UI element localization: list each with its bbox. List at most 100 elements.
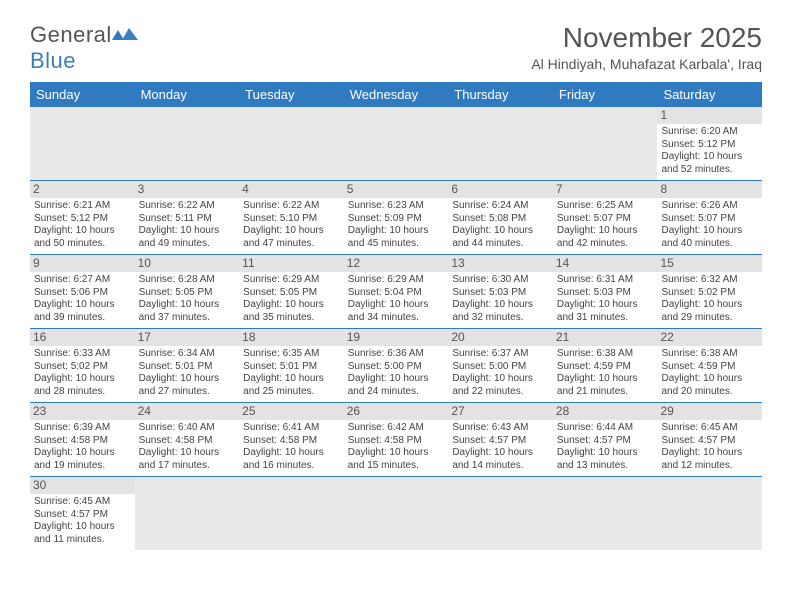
sunrise-text: Sunrise: 6:45 AM <box>34 496 131 509</box>
daylight-text: Daylight: 10 hours and 28 minutes. <box>34 373 131 398</box>
logo-text-1: General <box>30 22 112 47</box>
day-cell: 24 Sunrise: 6:40 AMSunset: 4:58 PMDayligh… <box>135 403 240 476</box>
sunset-text: Sunset: 5:01 PM <box>139 361 236 374</box>
day-cell: 27Sunrise: 6:43 AMSunset: 4:57 PMDayligh… <box>448 403 553 476</box>
daylight-text: Daylight: 10 hours and 45 minutes. <box>348 225 445 250</box>
sunset-text: Sunset: 5:04 PM <box>348 287 445 300</box>
day-number: 8 <box>657 181 762 198</box>
daylight-text: Daylight: 10 hours and 14 minutes. <box>452 447 549 472</box>
daylight-text: Daylight: 10 hours and 35 minutes. <box>243 299 340 324</box>
sunrise-text: Sunrise: 6:43 AM <box>452 422 549 435</box>
day-number: 1 <box>657 107 762 124</box>
daylight-text: Daylight: 10 hours and 44 minutes. <box>452 225 549 250</box>
sunset-text: Sunset: 4:58 PM <box>139 435 236 448</box>
flag-icon <box>112 22 138 47</box>
month-title: November 2025 <box>531 22 762 54</box>
sunrise-text: Sunrise: 6:44 AM <box>557 422 654 435</box>
logo-text: GeneralBlue <box>30 22 138 74</box>
sunset-text: Sunset: 5:05 PM <box>139 287 236 300</box>
sunrise-text: Sunrise: 6:42 AM <box>348 422 445 435</box>
daylight-text: Daylight: 10 hours and 40 minutes. <box>661 225 758 250</box>
sunset-text: Sunset: 5:01 PM <box>243 361 340 374</box>
daylight-text: Daylight: 10 hours and 15 minutes. <box>348 447 445 472</box>
day-header: Monday <box>135 82 240 107</box>
sunset-text: Sunset: 5:06 PM <box>34 287 131 300</box>
daylight-text: Daylight: 10 hours and 47 minutes. <box>243 225 340 250</box>
daylight-text: Daylight: 10 hours and 27 minutes. <box>139 373 236 398</box>
sunrise-text: Sunrise: 6:33 AM <box>34 348 131 361</box>
day-cell: 5Sunrise: 6:23 AMSunset: 5:09 PMDaylight… <box>344 181 449 254</box>
sunrise-text: Sunrise: 6:29 AM <box>243 274 340 287</box>
empty-cell <box>448 107 553 180</box>
day-cell: 4Sunrise: 6:22 AMSunset: 5:10 PMDaylight… <box>239 181 344 254</box>
day-number: 2 <box>30 181 135 198</box>
sunset-text: Sunset: 4:58 PM <box>348 435 445 448</box>
sunset-text: Sunset: 4:57 PM <box>661 435 758 448</box>
sunset-text: Sunset: 4:57 PM <box>34 509 131 522</box>
daylight-text: Daylight: 10 hours and 16 minutes. <box>243 447 340 472</box>
day-number: 20 <box>448 329 553 346</box>
day-number: 21 <box>553 329 658 346</box>
day-cell: 6Sunrise: 6:24 AMSunset: 5:08 PMDaylight… <box>448 181 553 254</box>
day-cell: 15Sunrise: 6:32 AMSunset: 5:02 PMDayligh… <box>657 255 762 328</box>
day-cell: 7Sunrise: 6:25 AMSunset: 5:07 PMDaylight… <box>553 181 658 254</box>
weeks-container: 1Sunrise: 6:20 AMSunset: 5:12 PMDaylight… <box>30 107 762 550</box>
day-cell: 14Sunrise: 6:31 AMSunset: 5:03 PMDayligh… <box>553 255 658 328</box>
sunrise-text: Sunrise: 6:35 AM <box>243 348 340 361</box>
day-cell: 8Sunrise: 6:26 AMSunset: 5:07 PMDaylight… <box>657 181 762 254</box>
logo-text-2: Blue <box>30 48 76 73</box>
day-number: 11 <box>239 255 344 272</box>
day-cell: 23Sunrise: 6:39 AMSunset: 4:58 PMDayligh… <box>30 403 135 476</box>
sunrise-text: Sunrise: 6:28 AM <box>139 274 236 287</box>
sunset-text: Sunset: 5:03 PM <box>557 287 654 300</box>
day-cell: 16Sunrise: 6:33 AMSunset: 5:02 PMDayligh… <box>30 329 135 402</box>
daylight-text: Daylight: 10 hours and 21 minutes. <box>557 373 654 398</box>
sunrise-text: Sunrise: 6:27 AM <box>34 274 131 287</box>
daylight-text: Daylight: 10 hours and 20 minutes. <box>661 373 758 398</box>
day-cell: 30Sunrise: 6:45 AMSunset: 4:57 PMDayligh… <box>30 477 135 550</box>
sunset-text: Sunset: 5:05 PM <box>243 287 340 300</box>
sunrise-text: Sunrise: 6:40 AM <box>139 422 236 435</box>
day-number: 14 <box>553 255 658 272</box>
day-cell: 22Sunrise: 6:38 AMSunset: 4:59 PMDayligh… <box>657 329 762 402</box>
daylight-text: Daylight: 10 hours and 19 minutes. <box>34 447 131 472</box>
empty-cell <box>135 107 240 180</box>
sunset-text: Sunset: 4:58 PM <box>243 435 340 448</box>
daylight-text: Daylight: 10 hours and 17 minutes. <box>139 447 236 472</box>
calendar: SundayMondayTuesdayWednesdayThursdayFrid… <box>30 82 762 550</box>
sunset-text: Sunset: 5:02 PM <box>661 287 758 300</box>
day-number: 19 <box>344 329 449 346</box>
sunset-text: Sunset: 4:57 PM <box>452 435 549 448</box>
week-row: 1Sunrise: 6:20 AMSunset: 5:12 PMDaylight… <box>30 107 762 181</box>
day-number: 6 <box>448 181 553 198</box>
day-cell: 17Sunrise: 6:34 AMSunset: 5:01 PMDayligh… <box>135 329 240 402</box>
empty-cell <box>553 477 658 550</box>
daylight-text: Daylight: 10 hours and 25 minutes. <box>243 373 340 398</box>
day-cell: 19Sunrise: 6:36 AMSunset: 5:00 PMDayligh… <box>344 329 449 402</box>
day-number: 23 <box>30 403 135 420</box>
daylight-text: Daylight: 10 hours and 52 minutes. <box>661 151 758 176</box>
day-header: Tuesday <box>239 82 344 107</box>
day-header-row: SundayMondayTuesdayWednesdayThursdayFrid… <box>30 82 762 107</box>
day-cell: 18 Sunrise: 6:35 AMSunset: 5:01 PMDayligh… <box>239 329 344 402</box>
empty-cell <box>344 477 449 550</box>
day-cell: 3Sunrise: 6:22 AMSunset: 5:11 PMDaylight… <box>135 181 240 254</box>
day-number: 18 <box>239 329 344 346</box>
day-cell: 9Sunrise: 6:27 AMSunset: 5:06 PMDaylight… <box>30 255 135 328</box>
week-row: 30Sunrise: 6:45 AMSunset: 4:57 PMDayligh… <box>30 477 762 550</box>
sunset-text: Sunset: 5:07 PM <box>557 213 654 226</box>
sunrise-text: Sunrise: 6:20 AM <box>661 126 758 139</box>
sunrise-text: Sunrise: 6:29 AM <box>348 274 445 287</box>
day-number: 24 <box>135 403 240 420</box>
sunrise-text: Sunrise: 6:23 AM <box>348 200 445 213</box>
day-number: 5 <box>344 181 449 198</box>
empty-cell <box>135 477 240 550</box>
sunrise-text: Sunrise: 6:37 AM <box>452 348 549 361</box>
title-block: November 2025 Al Hindiyah, Muhafazat Kar… <box>531 22 762 72</box>
day-number: 12 <box>344 255 449 272</box>
daylight-text: Daylight: 10 hours and 37 minutes. <box>139 299 236 324</box>
day-number: 4 <box>239 181 344 198</box>
sunrise-text: Sunrise: 6:34 AM <box>139 348 236 361</box>
daylight-text: Daylight: 10 hours and 39 minutes. <box>34 299 131 324</box>
day-cell: 28Sunrise: 6:44 AMSunset: 4:57 PMDayligh… <box>553 403 658 476</box>
